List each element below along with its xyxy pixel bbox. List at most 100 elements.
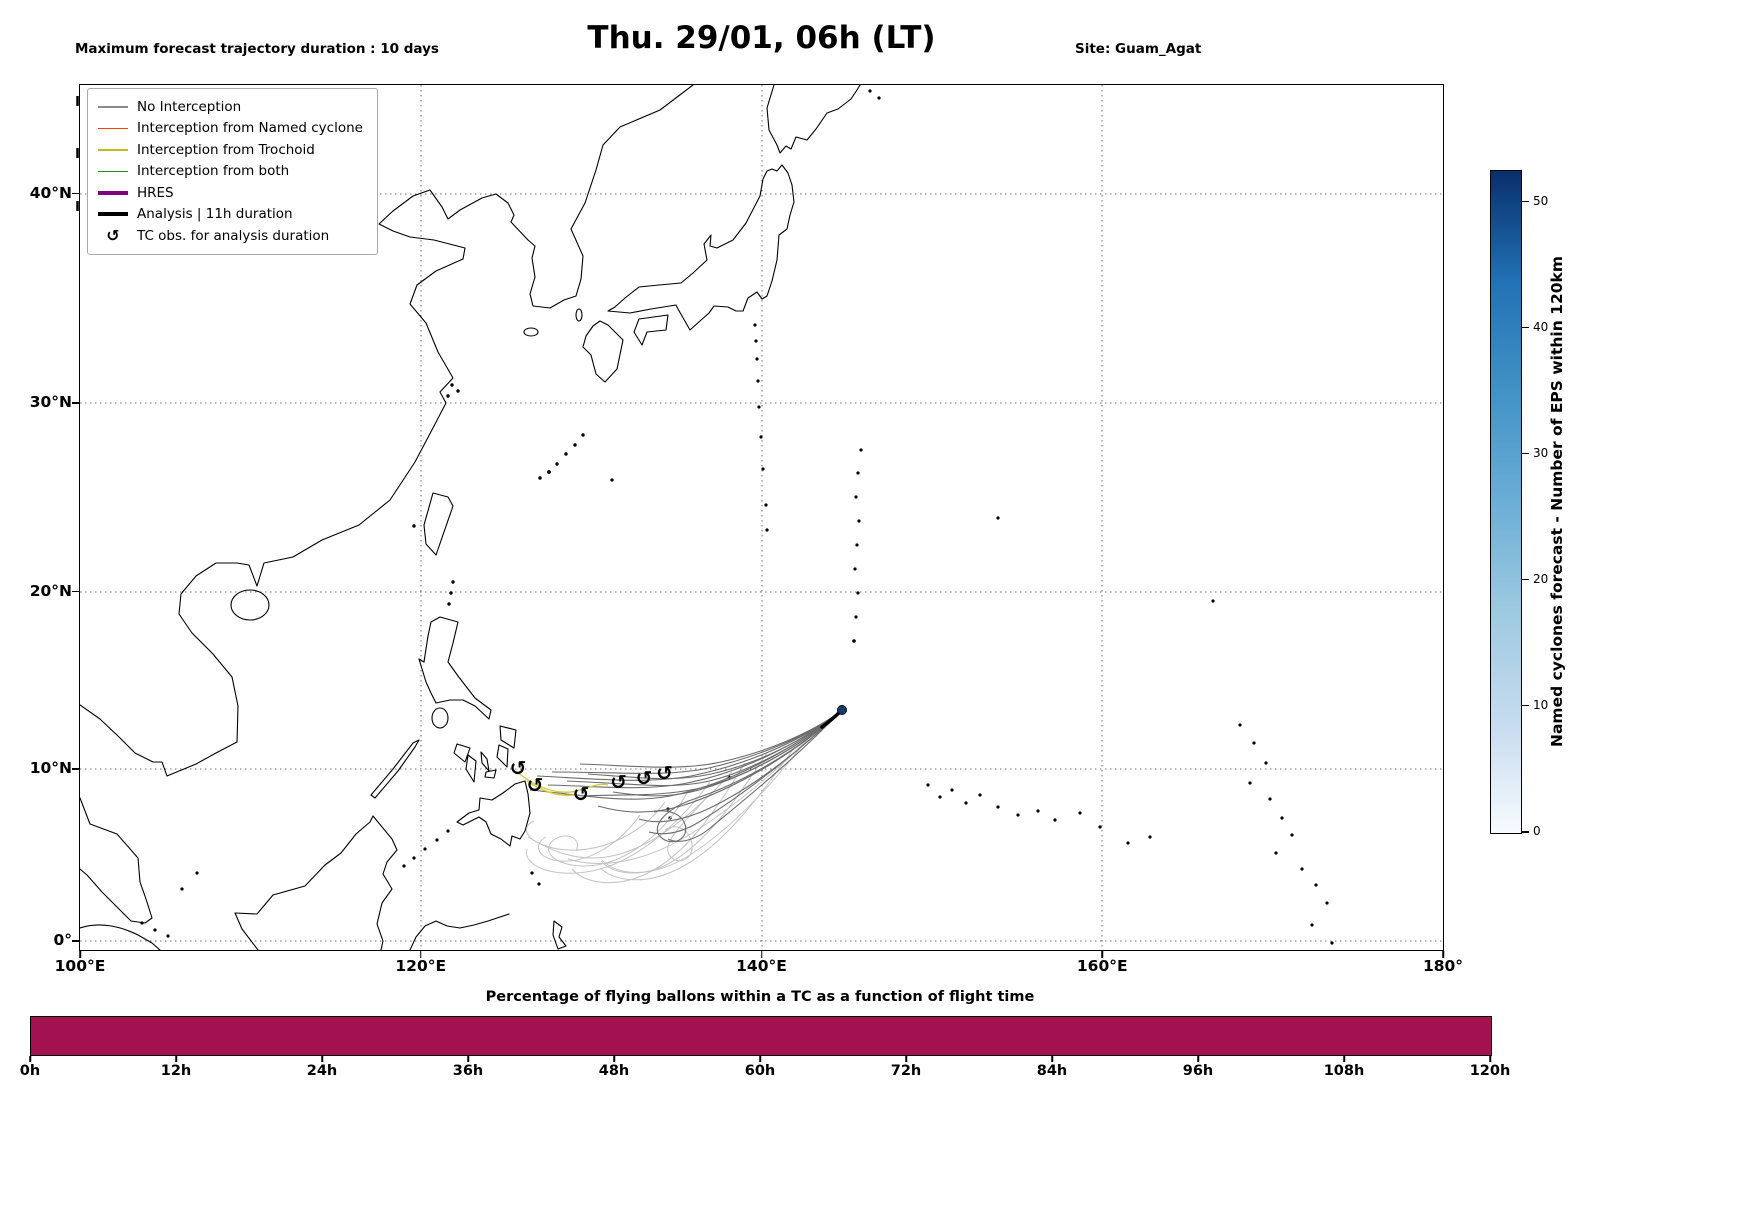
colorbar-tick-label: 40: [1533, 319, 1549, 334]
flight-time-tick-label: 120h: [1469, 1063, 1511, 1079]
valid-time-title: Thu. 29/01, 06h (LT): [587, 20, 936, 56]
flight-time-chart-title: Percentage of flying ballons within a TC…: [485, 989, 1035, 1005]
flight-time-tick: [29, 1056, 31, 1062]
map-legend: No Interception Interception from Named c…: [87, 88, 378, 255]
y-axis-tick: [72, 940, 79, 942]
flight-time-tick: [175, 1056, 177, 1062]
tc-obs-marker: ↺: [526, 773, 544, 798]
flight-time-tick: [613, 1056, 615, 1062]
flight-time-tick: [1489, 1056, 1491, 1062]
flight-time-tick: [905, 1056, 907, 1062]
x-axis-tick: [79, 951, 81, 958]
tc-obs-marker: ↺: [509, 755, 527, 780]
flight-time-tick: [467, 1056, 469, 1062]
colorbar-tick: [1522, 200, 1529, 203]
colorbar-tick: [1522, 326, 1529, 329]
x-axis-tick-label: 180°: [1422, 957, 1464, 975]
flight-time-bar-chart: [30, 1016, 1492, 1056]
flight-time-tick-label: 96h: [1182, 1063, 1214, 1079]
flight-time-tick-label: 108h: [1323, 1063, 1365, 1079]
legend-items: No Interception Interception from Named c…: [98, 96, 363, 247]
flight-time-tick-label: 24h: [306, 1063, 338, 1079]
trajectories-light: [525, 725, 822, 884]
legend-item: Interception from Named cyclone: [98, 118, 363, 140]
legend-label: Interception from Named cyclone: [137, 120, 363, 137]
legend-item: Analysis | 11h duration: [98, 204, 363, 226]
tc-obs-marker: ↺: [610, 769, 627, 794]
colorbar-label: Named cyclones forecast - Number of EPS …: [1544, 170, 1570, 832]
colorbar-tick: [1522, 704, 1529, 707]
x-axis-tick: [1101, 951, 1103, 958]
max-duration-text: Maximum forecast trajectory duration : 1…: [75, 41, 439, 57]
colorbar-tick-label: 0: [1533, 824, 1541, 838]
y-axis-tick: [72, 402, 79, 404]
map-panel: No Interception Interception from Named c…: [79, 84, 1444, 951]
y-axis-tick-label: 0°: [53, 931, 72, 949]
flight-time-tick: [1197, 1056, 1199, 1062]
flight-time-tick-label: 60h: [744, 1063, 776, 1079]
site-name-text: Site: Guam_Agat: [1075, 41, 1202, 57]
coastlines: [80, 85, 861, 950]
x-axis-tick: [1442, 951, 1444, 958]
flight-time-tick-label: 0h: [19, 1063, 41, 1079]
legend-label: Interception from Trochoid: [137, 141, 315, 158]
flight-time-tick: [1051, 1056, 1053, 1062]
flight-time-tick: [1343, 1056, 1345, 1062]
x-axis-tick: [760, 951, 763, 958]
y-axis-tick: [72, 192, 79, 195]
flight-time-tick-label: 36h: [452, 1063, 484, 1079]
colorbar-tick: [1522, 831, 1529, 833]
flight-time-tick: [321, 1056, 323, 1062]
legend-item: Interception from both: [98, 161, 363, 183]
colorbar-label-text: Named cyclones forecast - Number of EPS …: [1548, 255, 1566, 747]
x-axis-tick-label: 160°E: [1076, 957, 1128, 975]
y-axis-tick-label: 20°N: [29, 581, 72, 600]
y-axis-tick-label: 30°N: [29, 393, 72, 412]
legend-line-sample: [98, 106, 128, 108]
legend-line-sample: [98, 170, 128, 172]
colorbar: [1490, 170, 1522, 834]
y-axis-tick: [72, 590, 79, 593]
legend-line-sample: [98, 212, 128, 217]
legend-label: TC obs. for analysis duration: [137, 227, 330, 244]
x-axis-tick: [420, 951, 422, 958]
colorbar-tick: [1522, 578, 1529, 581]
flight-time-tick: [759, 1056, 761, 1062]
y-axis-tick-label: 40°N: [29, 183, 72, 202]
colorbar-tick-label: 30: [1533, 445, 1549, 460]
legend-line-sample: [98, 149, 128, 151]
flight-time-tick-label: 72h: [890, 1063, 922, 1079]
legend-item: No Interception: [98, 96, 363, 118]
tc-obs-marker: ↺: [656, 761, 673, 786]
colorbar-tick-label: 10: [1533, 697, 1549, 712]
tc-percentage-bar: [31, 1017, 1491, 1055]
legend-item: HRES: [98, 182, 363, 204]
tc-obs-marker: ↺: [572, 781, 590, 806]
x-axis-tick-label: 140°E: [736, 957, 787, 975]
trajectories-main: [529, 711, 841, 843]
legend-label: No Interception: [137, 98, 242, 115]
flight-time-tick-label: 48h: [598, 1063, 630, 1079]
colorbar-tick: [1522, 452, 1529, 455]
x-axis-tick-label: 120°E: [395, 957, 447, 975]
tc-obs-marker: ↺: [635, 766, 653, 791]
flight-time-tick-label: 84h: [1036, 1063, 1068, 1079]
colorbar-tick-label: 50: [1533, 193, 1549, 208]
map-canvas: [80, 85, 1443, 950]
legend-label: Interception from both: [137, 163, 290, 180]
x-axis-tick-label: 100°E: [54, 957, 106, 975]
legend-line-sample: [98, 127, 128, 129]
legend-line-sample: [98, 190, 128, 195]
y-axis-tick-label: 10°N: [29, 759, 72, 778]
island-dots: [140, 89, 1334, 945]
flight-time-tick-label: 12h: [160, 1063, 192, 1079]
tc-obs-icon: ↺: [106, 226, 120, 246]
trajectory-trochoid: [516, 771, 609, 797]
legend-label: Analysis | 11h duration: [137, 206, 293, 223]
colorbar-tick-label: 20: [1533, 571, 1549, 586]
legend-item: ↺ TC obs. for analysis duration: [98, 225, 363, 247]
site-marker: [837, 705, 847, 715]
legend-item: Interception from Trochoid: [98, 139, 363, 161]
y-axis-tick: [72, 768, 79, 770]
